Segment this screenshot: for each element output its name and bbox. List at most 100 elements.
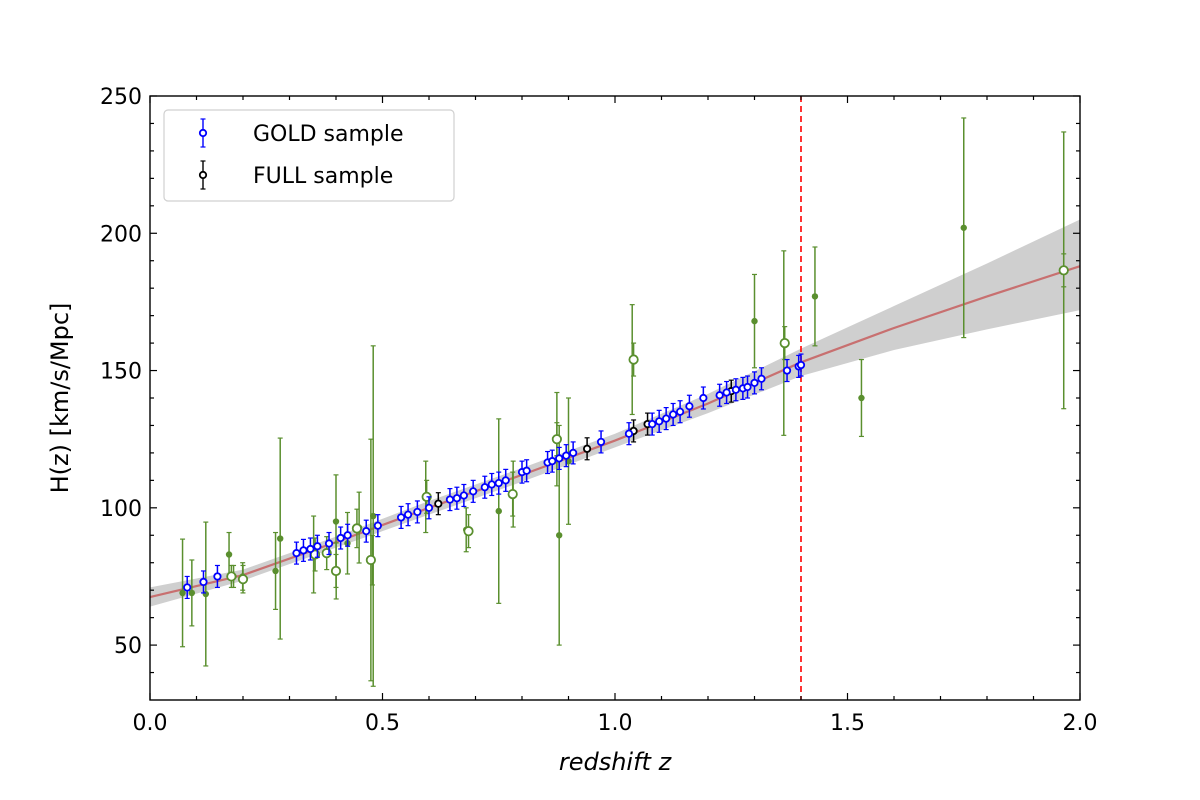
bao-point: [1058, 253, 1069, 288]
gold-point: [343, 523, 352, 547]
legend-entry: GOLD sample: [198, 118, 404, 148]
gold-point: [487, 472, 496, 497]
marker: [648, 419, 657, 429]
marker: [373, 521, 382, 530]
cosmic-point: [960, 117, 967, 339]
marker: [469, 487, 478, 496]
x-tick-label: 0.5: [365, 711, 400, 736]
marker: [299, 546, 308, 555]
x-tick-label: 2.0: [1063, 711, 1098, 736]
marker: [548, 457, 557, 466]
gold-point: [413, 500, 422, 524]
gold-point: [522, 459, 531, 483]
bao-point: [551, 422, 562, 457]
marker: [332, 518, 340, 525]
gold-point: [480, 475, 489, 499]
gold-point: [501, 468, 510, 492]
marker: [306, 544, 315, 554]
marker: [569, 448, 578, 458]
marker: [324, 539, 334, 548]
gold-point: [362, 519, 371, 543]
cosmic-point: [858, 358, 865, 438]
marker: [213, 572, 222, 581]
marker: [662, 414, 671, 423]
marker: [501, 476, 510, 485]
gold-point: [403, 503, 413, 527]
gold-point: [445, 488, 455, 512]
marker: [562, 451, 571, 460]
gold-point: [624, 422, 634, 446]
marker: [330, 565, 342, 577]
marker: [199, 577, 208, 587]
marker: [655, 417, 664, 426]
marker: [722, 388, 731, 397]
marker: [495, 507, 502, 515]
marker: [750, 378, 759, 387]
marker: [715, 391, 724, 400]
marker: [179, 589, 186, 597]
marker: [858, 394, 865, 402]
gold-point: [494, 471, 503, 495]
marker: [582, 444, 592, 453]
marker: [556, 532, 563, 539]
full-point: [434, 492, 443, 516]
marker: [669, 410, 678, 419]
marker: [624, 429, 634, 438]
marker: [751, 317, 758, 325]
bao-point: [351, 508, 363, 549]
marker: [796, 360, 806, 370]
marker: [225, 551, 233, 558]
marker: [459, 491, 468, 500]
bao-point: [226, 564, 237, 589]
gold-point: [213, 564, 222, 589]
gold-point: [396, 505, 406, 530]
marker: [628, 354, 639, 365]
axes-layer: 0.0 0.5 1.0 1.5 2.0 50 100 150 200 250: [100, 85, 1098, 736]
marker: [596, 437, 606, 447]
y-tick-label: 50: [114, 634, 142, 659]
marker: [413, 507, 422, 517]
marker: [365, 554, 376, 566]
marker: [811, 293, 819, 300]
gold-point: [459, 483, 468, 508]
gold-point: [675, 400, 685, 424]
data-points-layer: [179, 117, 1069, 687]
gold-point: [469, 479, 478, 503]
gold-point: [669, 402, 678, 427]
legend-label: GOLD sample: [253, 122, 404, 147]
marker: [343, 531, 352, 540]
x-tick-label: 0.0: [133, 711, 168, 736]
x-tick-label: 1.5: [830, 711, 865, 736]
marker: [522, 466, 531, 475]
full-point: [582, 437, 592, 461]
marker: [424, 503, 434, 512]
marker: [362, 527, 371, 536]
gold-point: [662, 407, 671, 431]
marker: [685, 402, 694, 411]
gold-point: [373, 514, 382, 538]
gold-point: [199, 570, 208, 594]
gold-point: [722, 380, 731, 405]
gold-point: [336, 526, 345, 550]
gold-point: [555, 446, 564, 470]
marker: [452, 494, 461, 503]
gold-point: [685, 394, 694, 418]
bao-point: [628, 342, 639, 377]
marker: [743, 382, 752, 392]
marker: [675, 407, 685, 416]
cosmic-point: [188, 559, 196, 627]
gold-point: [183, 575, 192, 600]
marker: [494, 479, 503, 488]
gold-point: [782, 358, 792, 383]
bao-point: [507, 471, 518, 517]
marker: [731, 385, 741, 394]
marker: [336, 533, 345, 543]
marker: [272, 567, 279, 575]
marker: [782, 366, 792, 375]
marker: [1058, 265, 1069, 276]
cosmic-point: [495, 418, 502, 604]
cosmic-point: [179, 538, 186, 648]
gold-point: [562, 444, 571, 468]
gold-point: [548, 449, 557, 473]
